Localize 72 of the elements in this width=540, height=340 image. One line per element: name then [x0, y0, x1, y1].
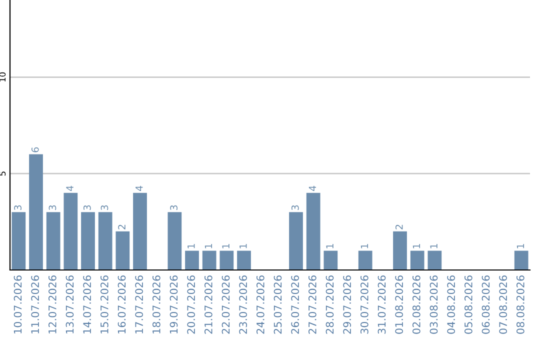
- x-tick-label: 15.07.2026: [100, 276, 108, 334]
- x-tick-label: 18.07.2026: [152, 276, 160, 334]
- data-label: 2: [118, 224, 126, 230]
- data-label: 1: [360, 244, 368, 248]
- x-tick-label: 26.07.2026: [291, 276, 300, 334]
- data-label: 3: [291, 205, 299, 210]
- data-label: 3: [48, 205, 56, 210]
- x-tick-label: 25.07.2026: [274, 276, 282, 334]
- bar: [289, 212, 303, 270]
- x-tick-label: 30.07.2026: [360, 276, 368, 334]
- data-label: 2: [395, 224, 403, 230]
- bar: [220, 250, 234, 270]
- data-label: 1: [204, 244, 212, 248]
- x-tick-label: 06.08.2026: [482, 276, 490, 334]
- x-tick-label: 19.07.2026: [170, 276, 178, 334]
- x-tick-label: 20.07.2026: [187, 276, 196, 334]
- x-tick-label: 28.07.2026: [326, 276, 334, 334]
- data-label: 1: [240, 244, 247, 248]
- x-tick-label: 14.07.2026: [83, 276, 92, 334]
- x-tick-label: 12.07.2026: [48, 276, 56, 334]
- x-tick-label: 07.08.2026: [499, 276, 508, 334]
- data-label: 4: [66, 186, 74, 191]
- data-label: 3: [14, 205, 22, 210]
- x-tick-label: 23.07.2026: [239, 276, 248, 334]
- bar: [29, 154, 43, 270]
- data-label: 3: [170, 205, 178, 210]
- data-label: 4: [136, 186, 143, 191]
- bar: [168, 212, 182, 270]
- data-label: 1: [412, 244, 420, 248]
- bar: [46, 212, 60, 270]
- data-label: 6: [31, 147, 39, 152]
- data-label: 4: [308, 186, 316, 191]
- x-tick-label: 04.08.2026: [447, 276, 456, 334]
- x-tick-label: 24.07.2026: [256, 276, 264, 334]
- data-label: 1: [188, 244, 195, 248]
- x-tick-label: 03.08.2026: [430, 276, 438, 334]
- x-tick-label: 22.07.2026: [222, 276, 230, 334]
- x-tick-label: 05.08.2026: [464, 276, 472, 334]
- bar: [81, 212, 95, 270]
- bar: [12, 212, 26, 270]
- bar: [306, 192, 320, 270]
- data-label: 1: [516, 244, 524, 248]
- x-tick-label: 29.07.2026: [343, 276, 352, 334]
- bar: [428, 250, 442, 270]
- bar: [98, 212, 112, 270]
- x-tick-label: 17.07.2026: [135, 276, 144, 334]
- x-tick-label: 21.07.2026: [204, 276, 212, 334]
- bar: [514, 250, 528, 270]
- bar: [116, 231, 130, 270]
- bar: [133, 192, 147, 270]
- bar: [410, 250, 424, 270]
- x-tick-label: 01.08.2026: [395, 276, 404, 334]
- data-label: 1: [222, 244, 230, 248]
- bar: [393, 231, 407, 270]
- data-label: 1: [326, 244, 334, 248]
- bar: [202, 250, 216, 270]
- x-tick-label: 02.08.2026: [412, 276, 420, 334]
- bar: [324, 250, 338, 270]
- x-tick-label: 10.07.2026: [14, 276, 22, 334]
- x-tick-label: 13.07.2026: [66, 276, 74, 334]
- x-tick-label: 11.07.2026: [31, 276, 40, 334]
- bar: [185, 250, 199, 270]
- data-label: 3: [83, 205, 91, 210]
- data-label: 1: [430, 244, 438, 248]
- x-tick-label: 16.07.2026: [118, 276, 126, 334]
- x-tick-label: 31.07.2026: [378, 276, 386, 334]
- bar: [64, 192, 78, 270]
- x-tick-label: 27.07.2026: [308, 276, 316, 334]
- bar: [358, 250, 372, 270]
- bar: [237, 250, 251, 270]
- x-tick-label: 08.08.2026: [516, 276, 524, 334]
- data-label: 3: [100, 205, 108, 210]
